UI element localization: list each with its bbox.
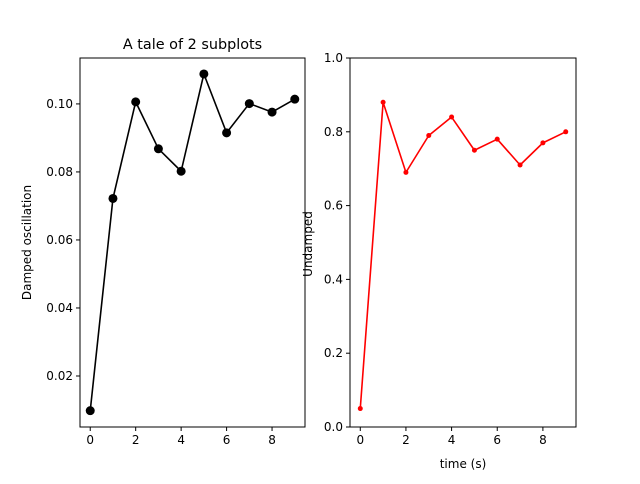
data-point — [426, 132, 432, 138]
data-point — [131, 97, 141, 107]
y-tick-label: 0.8 — [324, 125, 343, 139]
x-tick-label: 2 — [402, 433, 410, 447]
data-point — [471, 147, 477, 153]
x-tick-label: 2 — [132, 433, 140, 447]
data-point — [290, 94, 300, 104]
y-tick-label: 1.0 — [324, 51, 343, 65]
series-line — [359, 101, 567, 409]
data-point — [403, 169, 409, 175]
chart-title: A tale of 2 subplots — [123, 37, 262, 53]
x-tick-label: 6 — [493, 433, 501, 447]
y-tick-label: 0.0 — [324, 420, 343, 434]
data-point — [108, 193, 118, 203]
plot-frame — [349, 57, 577, 428]
data-point — [517, 162, 523, 168]
y-tick-label: 0.06 — [46, 233, 73, 247]
y-axis-label: Undamped — [301, 211, 315, 277]
y-tick-label: 0.6 — [324, 199, 343, 213]
data-point — [494, 136, 500, 142]
x-tick-label: 4 — [177, 433, 185, 447]
x-tick-label: 8 — [268, 433, 276, 447]
y-tick-label: 0.4 — [324, 272, 343, 286]
y-tick-label: 0.10 — [46, 97, 73, 111]
series-line — [89, 73, 296, 411]
plot-frame — [79, 57, 306, 428]
data-point — [267, 107, 277, 117]
data-point — [153, 144, 163, 154]
y-tick-label: 0.04 — [46, 301, 73, 315]
x-axis-label: time (s) — [440, 457, 487, 471]
y-tick-label: 0.2 — [324, 346, 343, 360]
data-point — [199, 69, 209, 79]
data-point — [357, 406, 363, 412]
y-tick-label: 0.08 — [46, 165, 73, 179]
data-point — [563, 129, 569, 135]
data-point — [85, 406, 95, 416]
x-tick-label: 6 — [223, 433, 231, 447]
data-point — [244, 99, 254, 109]
x-tick-label: 0 — [356, 433, 364, 447]
data-point — [380, 99, 386, 105]
y-axis-label: Damped oscillation — [20, 185, 34, 300]
x-tick-label: 4 — [448, 433, 456, 447]
data-point — [540, 140, 546, 146]
x-tick-label: 8 — [539, 433, 547, 447]
y-tick-label: 0.02 — [46, 369, 73, 383]
data-point — [176, 166, 186, 176]
data-point — [449, 114, 455, 120]
x-tick-label: 0 — [86, 433, 94, 447]
data-point — [222, 128, 232, 138]
